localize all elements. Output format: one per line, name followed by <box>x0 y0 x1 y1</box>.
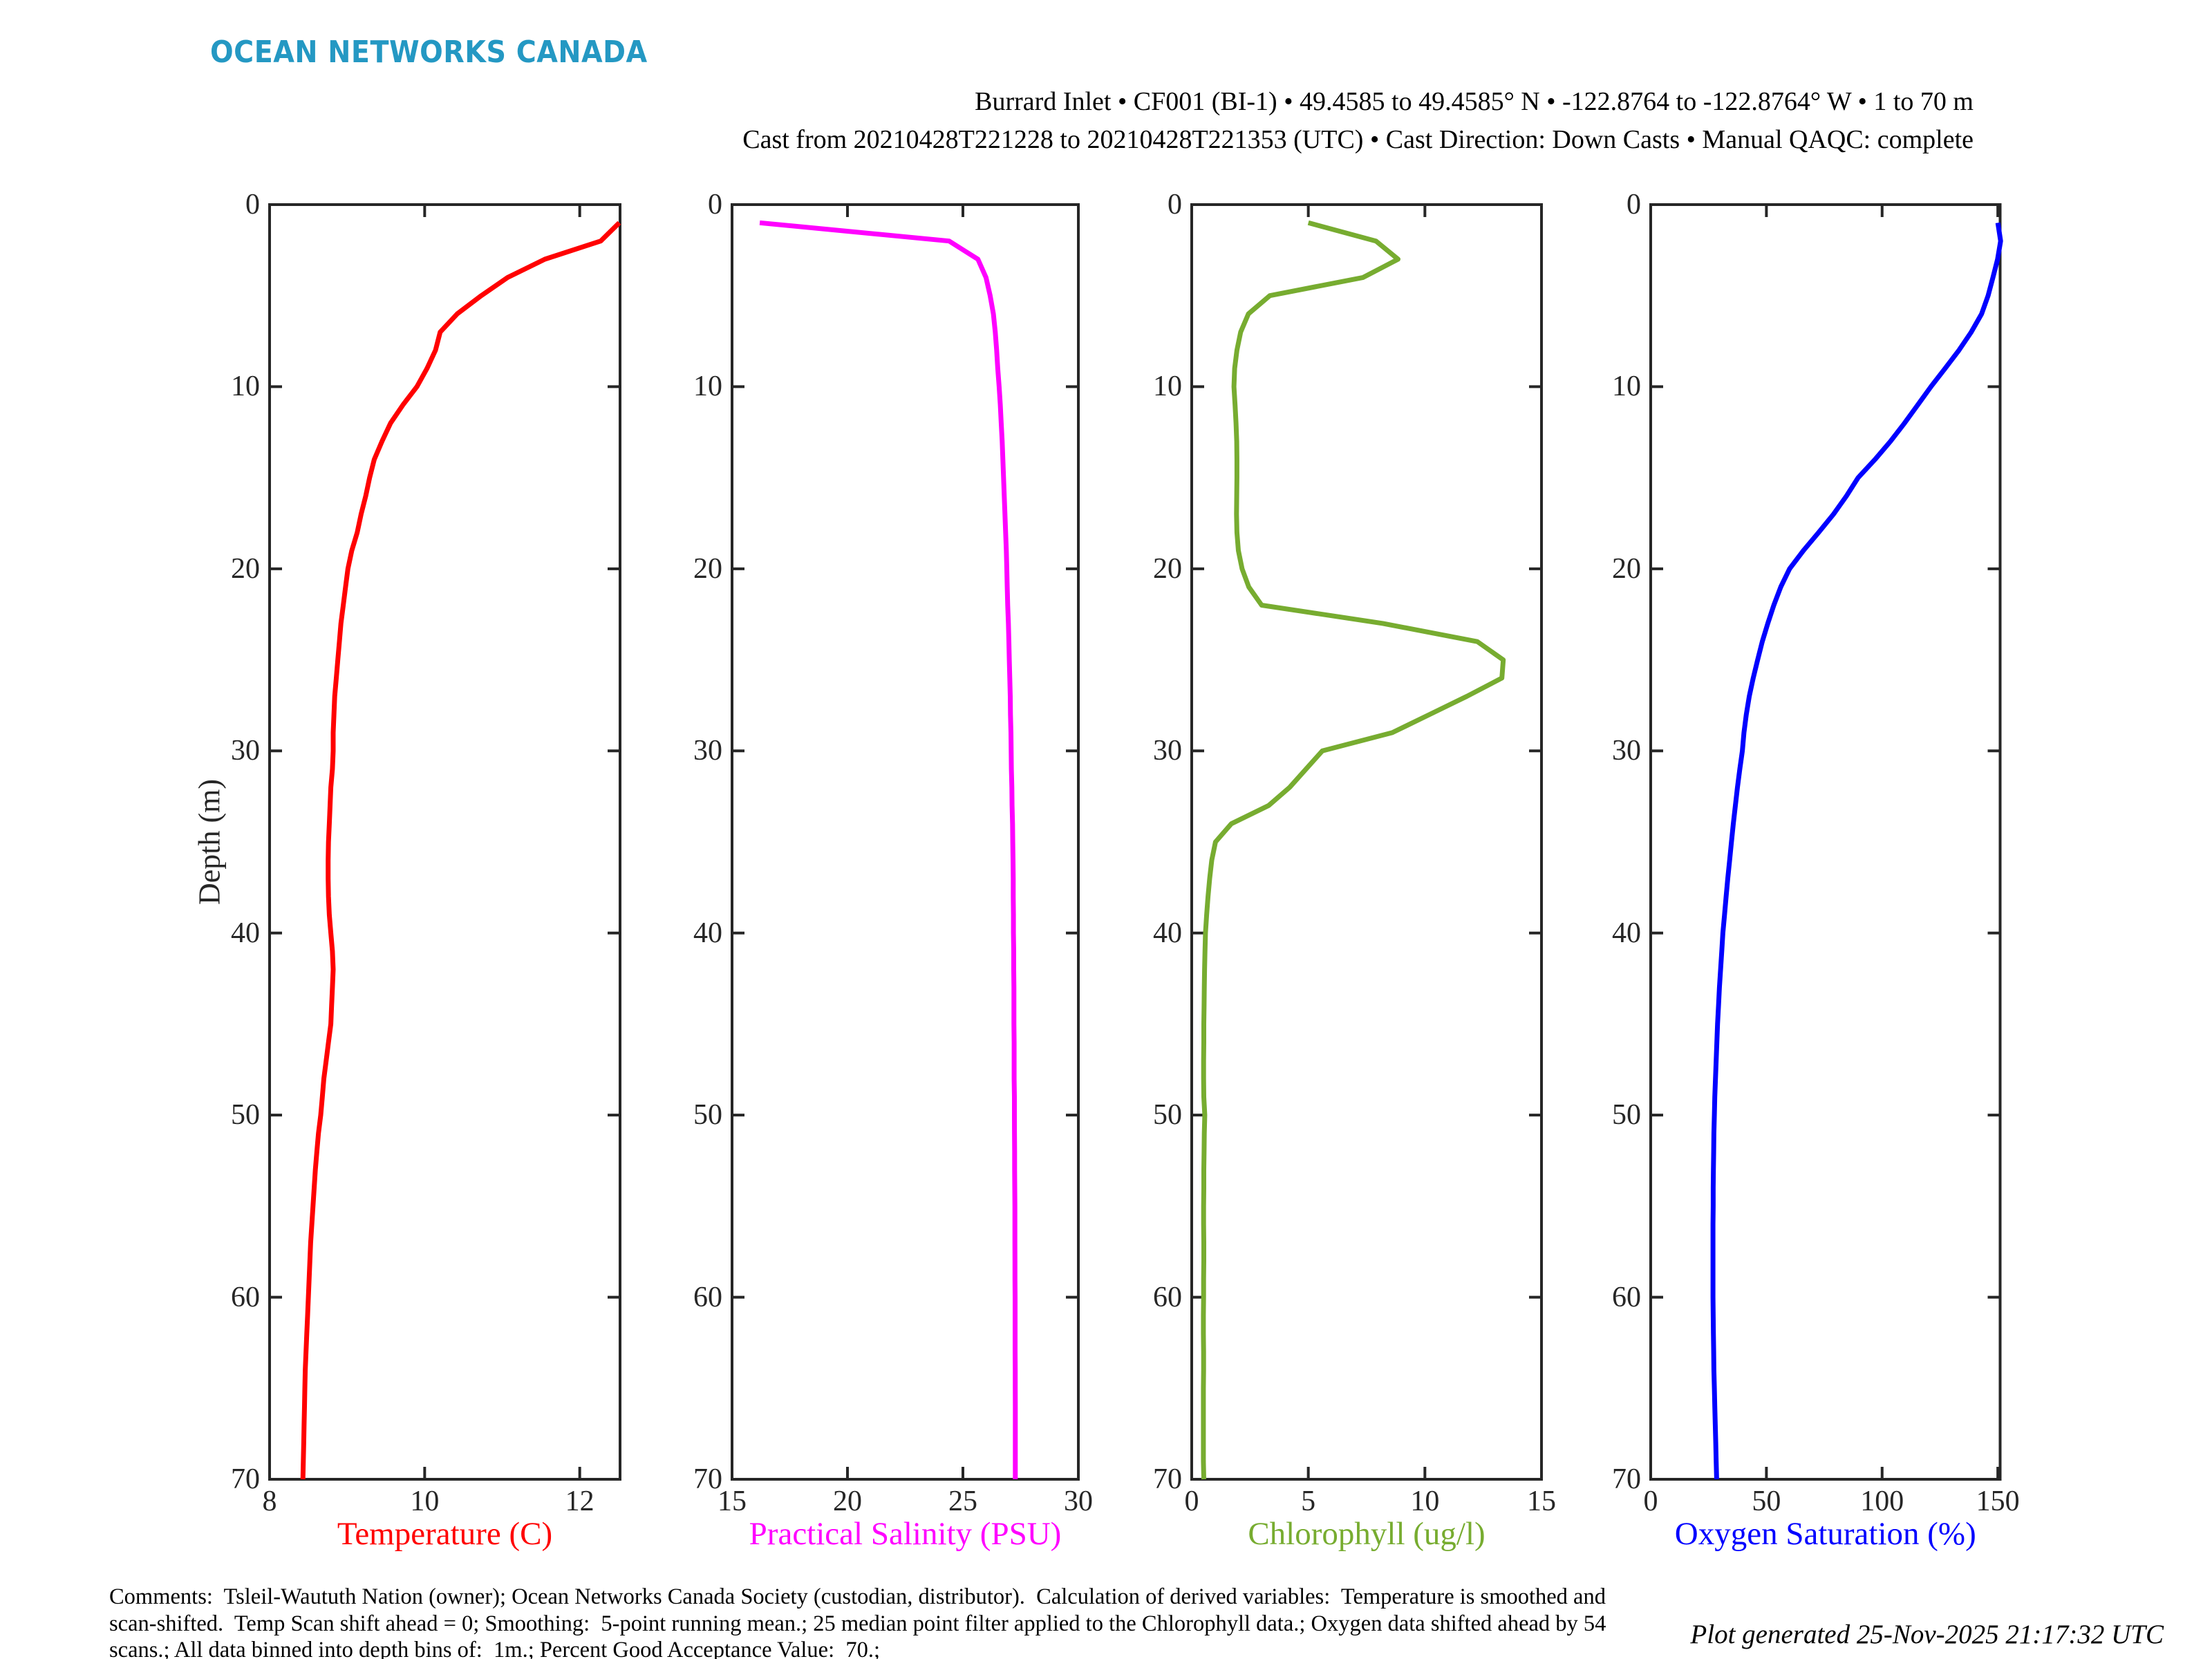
plot-2-ytick-label: 0 <box>708 189 722 221</box>
plot-3-ytick-label: 40 <box>1153 917 1182 949</box>
plot-1-ytick-label: 20 <box>231 552 260 585</box>
plot-2-ytick-label: 50 <box>693 1099 722 1132</box>
plot-title-line2: Cast from 20210428T221228 to 20210428T22… <box>742 125 1974 154</box>
plot-4-axes-box <box>1649 203 2002 1481</box>
plot-4-profile-line <box>1710 222 2003 1480</box>
plot-4-ytick-label: 20 <box>1612 552 1641 585</box>
plot-3-profile-line <box>1201 220 1506 1480</box>
plot-3-ytick-label: 20 <box>1153 552 1182 585</box>
plot-2-ytick-label: 10 <box>693 371 722 403</box>
generated-timestamp: Plot generated 25-Nov-2025 21:17:32 UTC <box>1690 1620 2164 1649</box>
plot-3-ytick-label: 70 <box>1153 1463 1182 1495</box>
plot-1-xtick-label: 10 <box>410 1485 440 1517</box>
plot-1-axes-box <box>268 203 621 1481</box>
plot-3-x-axis-label: Chlorophyll (ug/l) <box>1248 1516 1485 1552</box>
plot-4-ytick-label: 10 <box>1612 371 1641 403</box>
plot-title: Burrard Inlet • CF001 (BI-1) • 49.4585 t… <box>742 83 1974 159</box>
y-axis-label: Depth (m) <box>192 778 227 906</box>
plot-1-ytick-label: 50 <box>231 1099 260 1132</box>
plot-3-ytick-label: 30 <box>1153 735 1182 767</box>
plot-4-ytick-label: 50 <box>1612 1099 1641 1132</box>
plot-2-xtick-label: 30 <box>1064 1485 1093 1517</box>
plot-4-xtick-label: 50 <box>1752 1485 1781 1517</box>
plot-3-xtick-label: 15 <box>1527 1485 1556 1517</box>
plot-1-ytick-label: 70 <box>231 1463 260 1495</box>
plot-4-xtick-label: 0 <box>1643 1485 1658 1517</box>
plot-2-profile-line <box>759 220 1018 1479</box>
plot-4-ytick-label: 30 <box>1612 735 1641 767</box>
plot-2-ytick-label: 70 <box>693 1463 722 1495</box>
plot-1-ytick-label: 30 <box>231 735 260 767</box>
comments-text: Comments: Tsleil-Waututh Nation (owner);… <box>109 1584 1606 1659</box>
plot-2-x-axis-label: Practical Salinity (PSU) <box>749 1516 1062 1552</box>
plot-1-xtick-label: 8 <box>262 1485 277 1517</box>
plot-4-ytick-label: 60 <box>1612 1281 1641 1313</box>
plot-2-axes-box <box>731 203 1080 1481</box>
plot-2-xtick-label: 25 <box>948 1485 977 1517</box>
plot-3-ytick-label: 0 <box>1168 189 1182 221</box>
plot-2-ytick-label: 40 <box>693 917 722 949</box>
plot-4-xtick-label: 150 <box>1976 1485 2020 1517</box>
plot-2-xtick-label: 20 <box>833 1485 862 1517</box>
plot-4-ytick-label: 0 <box>1627 189 1641 221</box>
plot-4-ytick-label: 70 <box>1612 1463 1641 1495</box>
plot-4-x-axis-label: Oxygen Saturation (%) <box>1674 1516 1976 1552</box>
plot-3-ytick-label: 10 <box>1153 371 1182 403</box>
plot-title-line1: Burrard Inlet • CF001 (BI-1) • 49.4585 t… <box>975 87 1974 116</box>
plot-4-ytick-label: 40 <box>1612 917 1641 949</box>
plot-1-ytick-label: 10 <box>231 371 260 403</box>
plot-3-xtick-label: 5 <box>1301 1485 1316 1517</box>
plot-1-xtick-label: 12 <box>565 1485 594 1517</box>
plot-1-ytick-label: 0 <box>245 189 260 221</box>
plot-1-ytick-label: 60 <box>231 1281 260 1313</box>
plot-2-ytick-label: 30 <box>693 735 722 767</box>
plot-4-xtick-label: 100 <box>1860 1485 1904 1517</box>
plot-3-xtick-label: 10 <box>1410 1485 1440 1517</box>
plot-2-xtick-label: 15 <box>718 1485 747 1517</box>
onc-logo: OCEAN NETWORKS CANADA <box>210 35 648 70</box>
plot-2-ytick-label: 60 <box>693 1281 722 1313</box>
plot-2-ytick-label: 20 <box>693 552 722 585</box>
plot-1-profile-line <box>300 221 621 1480</box>
plot-1-x-axis-label: Temperature (C) <box>337 1516 553 1552</box>
plot-3-xtick-label: 0 <box>1184 1485 1199 1517</box>
plot-3-axes-box <box>1190 203 1543 1481</box>
plot-1-ytick-label: 40 <box>231 917 260 949</box>
plot-3-ytick-label: 60 <box>1153 1281 1182 1313</box>
plot-3-ytick-label: 50 <box>1153 1099 1182 1132</box>
